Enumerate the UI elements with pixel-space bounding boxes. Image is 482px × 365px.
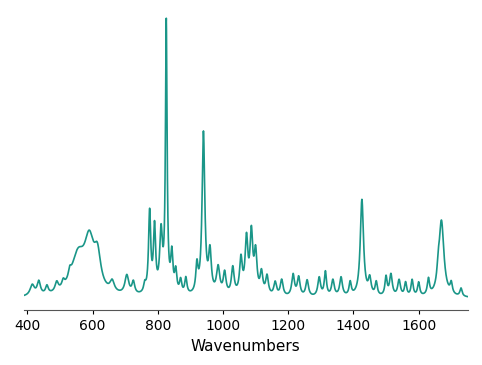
X-axis label: Wavenumbers: Wavenumbers — [191, 339, 301, 354]
